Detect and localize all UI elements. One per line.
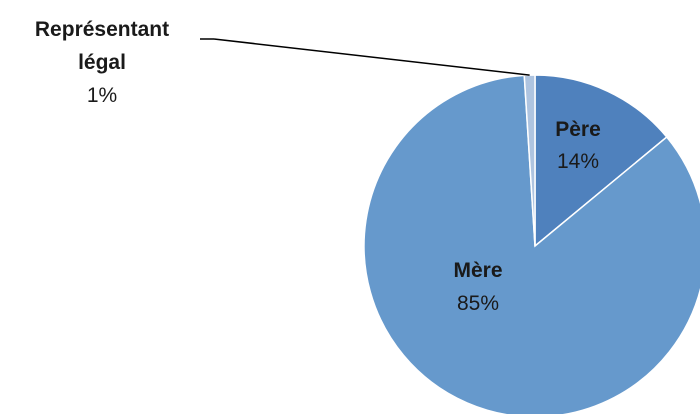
slice-label-mere-value: 85%: [457, 292, 499, 315]
pie-slice-pere: [534, 74, 668, 248]
slice-label-pere-name: Père: [555, 118, 601, 141]
slice-label-mere-name: Mère: [453, 259, 502, 282]
slice-label-representant-name-line1: Représentant: [35, 18, 169, 41]
leader-line-representant-legal: [213, 38, 530, 76]
pie-slices: [363, 74, 700, 414]
pie-slice-representant-legal: [523, 74, 536, 247]
pie-labels: Père 14% Mère 85% Représentant légal 1%: [35, 18, 601, 315]
slice-label-representant-value: 1%: [87, 84, 117, 107]
slice-label-representant-name-line2: légal: [78, 51, 126, 74]
pie-slice-mere: [363, 74, 700, 414]
slice-label-pere-value: 14%: [557, 150, 599, 173]
